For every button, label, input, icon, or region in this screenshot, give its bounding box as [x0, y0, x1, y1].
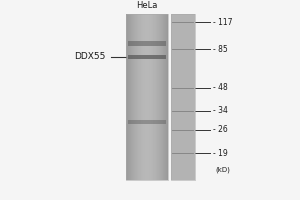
Bar [128, 120, 167, 124]
Text: - 19: - 19 [213, 149, 227, 158]
Text: - 117: - 117 [213, 18, 232, 27]
Text: - 34: - 34 [213, 106, 228, 115]
Bar [126, 14, 168, 180]
Text: - 26: - 26 [213, 125, 227, 134]
Text: (kD): (kD) [216, 167, 231, 173]
Text: - 85: - 85 [213, 45, 227, 54]
Bar [171, 14, 195, 180]
Bar [128, 41, 167, 46]
Bar [128, 55, 167, 59]
Text: DDX55: DDX55 [74, 52, 105, 61]
Text: - 48: - 48 [213, 83, 227, 92]
Text: HeLa: HeLa [136, 1, 158, 10]
